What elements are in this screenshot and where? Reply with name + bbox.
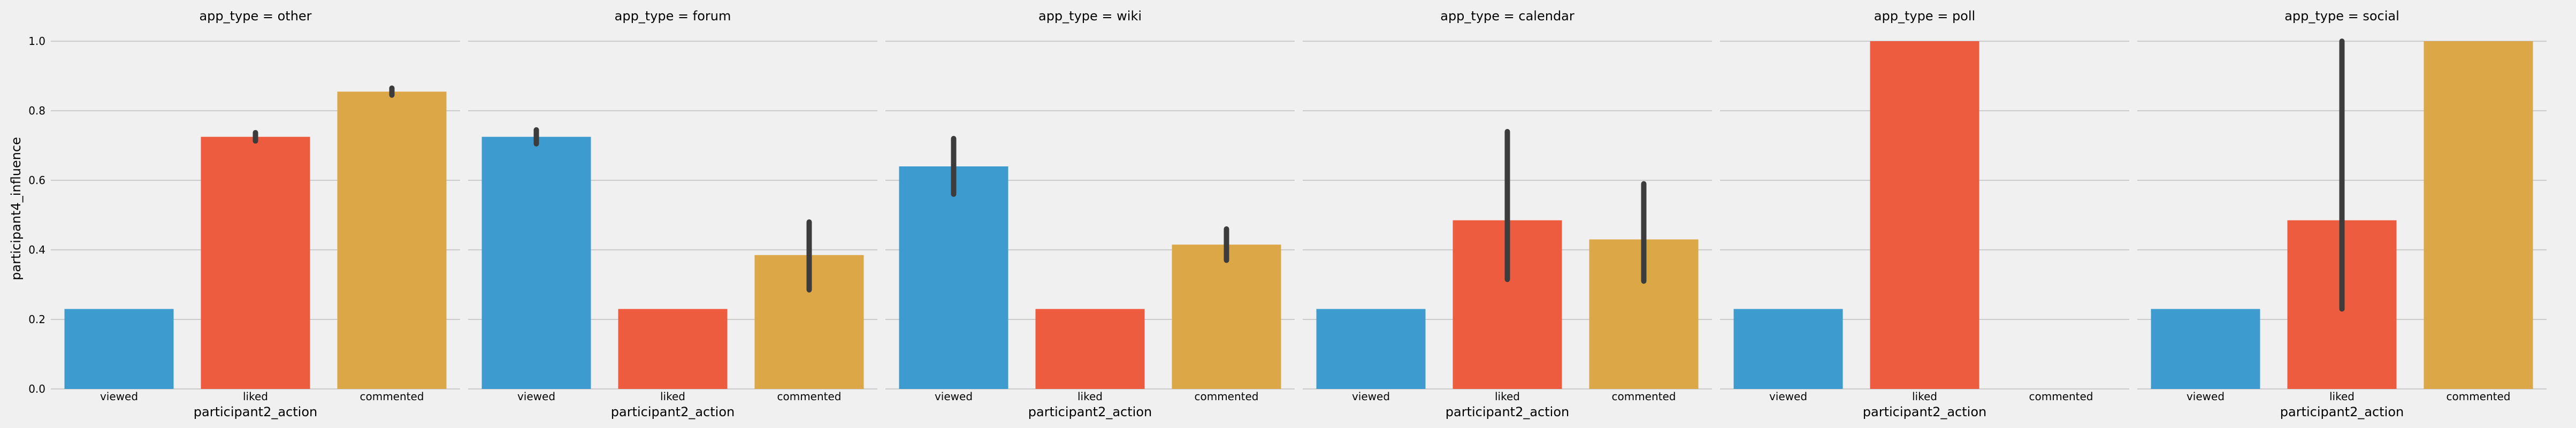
bar-commented: [337, 91, 447, 389]
x-axis-label: participant2_action: [611, 404, 735, 419]
x-axis-label: participant2_action: [1028, 404, 1152, 419]
facet-panel-2: app_type = wiki viewed liked commented parti…: [885, 9, 1295, 419]
x-tick-label-viewed: viewed: [935, 390, 973, 403]
y-axis-label: participant4_influence: [9, 137, 24, 280]
facet-panel-0: 0.0 0.2 0.4 0.6 0.8 1.0 app_type = other viewed…: [28, 9, 460, 419]
y-tick-label: 0.2: [28, 313, 45, 326]
x-tick-label-viewed: viewed: [517, 390, 555, 403]
bar-viewed: [899, 166, 1008, 389]
y-tick-label: 0.4: [28, 243, 45, 256]
x-axis-label: participant2_action: [194, 404, 317, 419]
y-tick-label: 0.0: [28, 383, 45, 395]
facet-panel-4: app_type = poll viewed liked commented parti…: [1720, 9, 2129, 419]
x-tick-label-commented: commented: [1194, 390, 1258, 403]
x-tick-label-liked: liked: [660, 390, 685, 403]
x-tick-label-commented: commented: [360, 390, 424, 403]
x-tick-label-commented: commented: [2446, 390, 2510, 403]
panel-title: app_type = forum: [615, 9, 731, 24]
panel-title: app_type = calendar: [1440, 9, 1574, 24]
x-tick-label-liked: liked: [2329, 390, 2355, 403]
bar-liked: [1035, 309, 1145, 389]
x-tick-label-liked: liked: [1912, 390, 1937, 403]
x-tick-label-liked: liked: [243, 390, 268, 403]
bar-liked: [618, 309, 728, 389]
x-axis-label: participant2_action: [1863, 404, 1986, 419]
x-tick-label-viewed: viewed: [1769, 390, 1807, 403]
x-tick-label-liked: liked: [1077, 390, 1103, 403]
x-axis-label: participant2_action: [2280, 404, 2404, 419]
facet-panel-1: app_type = forum viewed liked commented part…: [468, 9, 877, 419]
bar-viewed: [64, 309, 174, 389]
bar-viewed: [1316, 309, 1426, 389]
x-tick-label-viewed: viewed: [1352, 390, 1390, 403]
facet-panels: 0.0 0.2 0.4 0.6 0.8 1.0 app_type = other viewed…: [28, 9, 2547, 419]
x-tick-label-commented: commented: [2029, 390, 2093, 403]
panel-title: app_type = wiki: [1038, 9, 1142, 24]
panel-title: app_type = other: [199, 9, 311, 24]
bar-liked: [1870, 41, 1979, 389]
bar-viewed: [2151, 309, 2260, 389]
x-tick-label-viewed: viewed: [2187, 390, 2225, 403]
bar-commented: [2424, 41, 2533, 389]
x-tick-label-commented: commented: [1611, 390, 1676, 403]
x-tick-label-commented: commented: [777, 390, 841, 403]
bar-viewed: [481, 136, 591, 389]
bar-commented: [1172, 244, 1281, 389]
panel-title: app_type = poll: [1874, 9, 1975, 24]
x-axis-label: participant2_action: [1446, 404, 1569, 419]
x-tick-label-viewed: viewed: [100, 390, 138, 403]
bar-viewed: [1733, 309, 1843, 389]
x-tick-label-liked: liked: [1495, 390, 1520, 403]
panel-title: app_type = social: [2284, 9, 2399, 24]
facet-panel-3: app_type = calendar viewed liked commented p…: [1303, 9, 1712, 419]
y-tick-label: 0.8: [28, 104, 45, 117]
y-tick-label: 1.0: [28, 35, 45, 48]
y-tick-label: 0.6: [28, 174, 45, 187]
facet-panel-5: app_type = social viewed liked commented par…: [2137, 9, 2547, 419]
bar-liked: [201, 136, 310, 389]
